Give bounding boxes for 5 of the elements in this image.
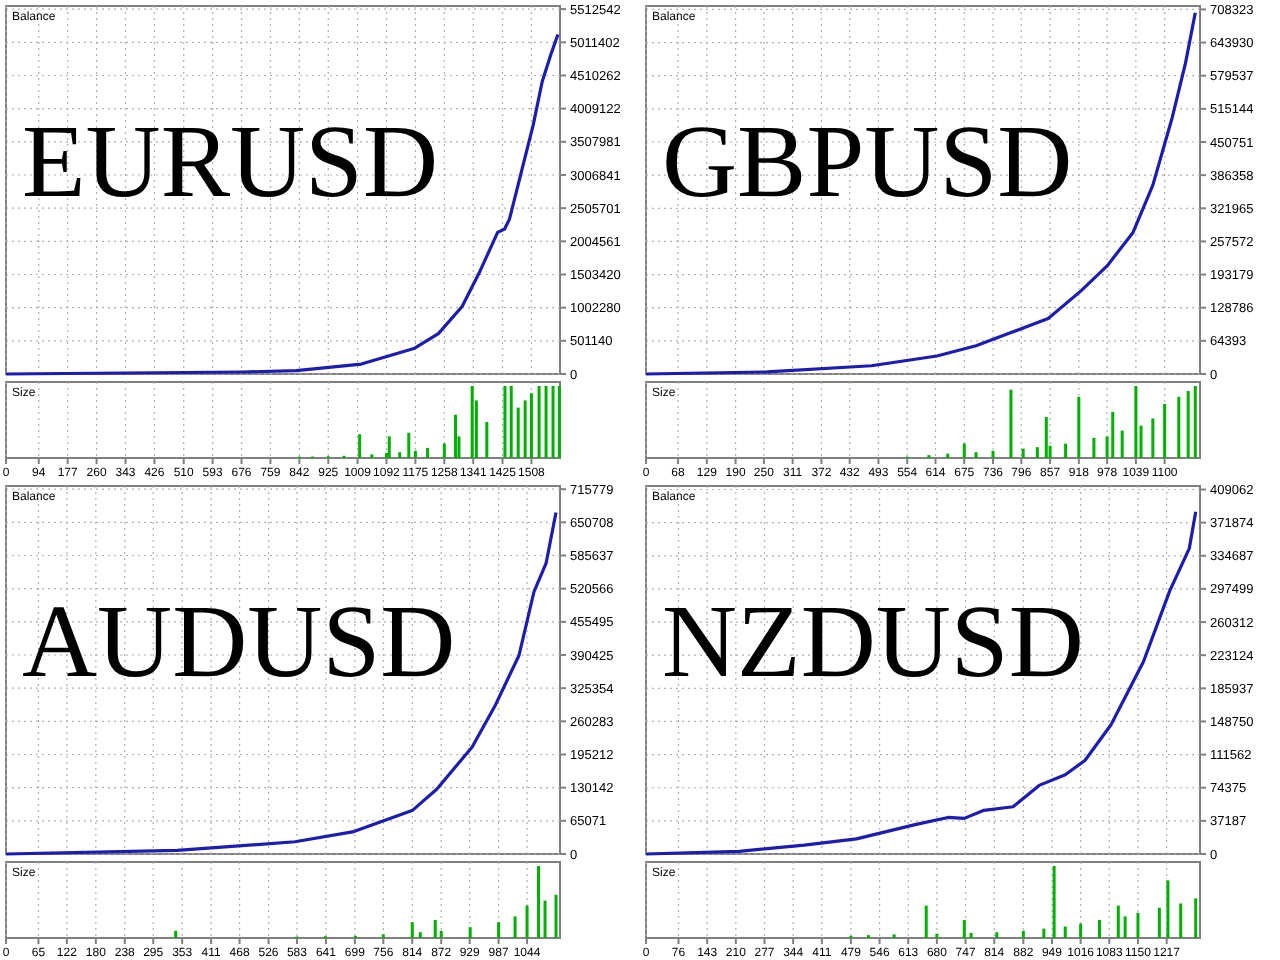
- text: EURUSD: [22, 106, 439, 220]
- text: NZDUSD: [662, 586, 1084, 700]
- text: AUDUSD: [22, 586, 456, 700]
- text: GBPUSD: [662, 106, 1073, 220]
- line-series: [644, 11, 1197, 376]
